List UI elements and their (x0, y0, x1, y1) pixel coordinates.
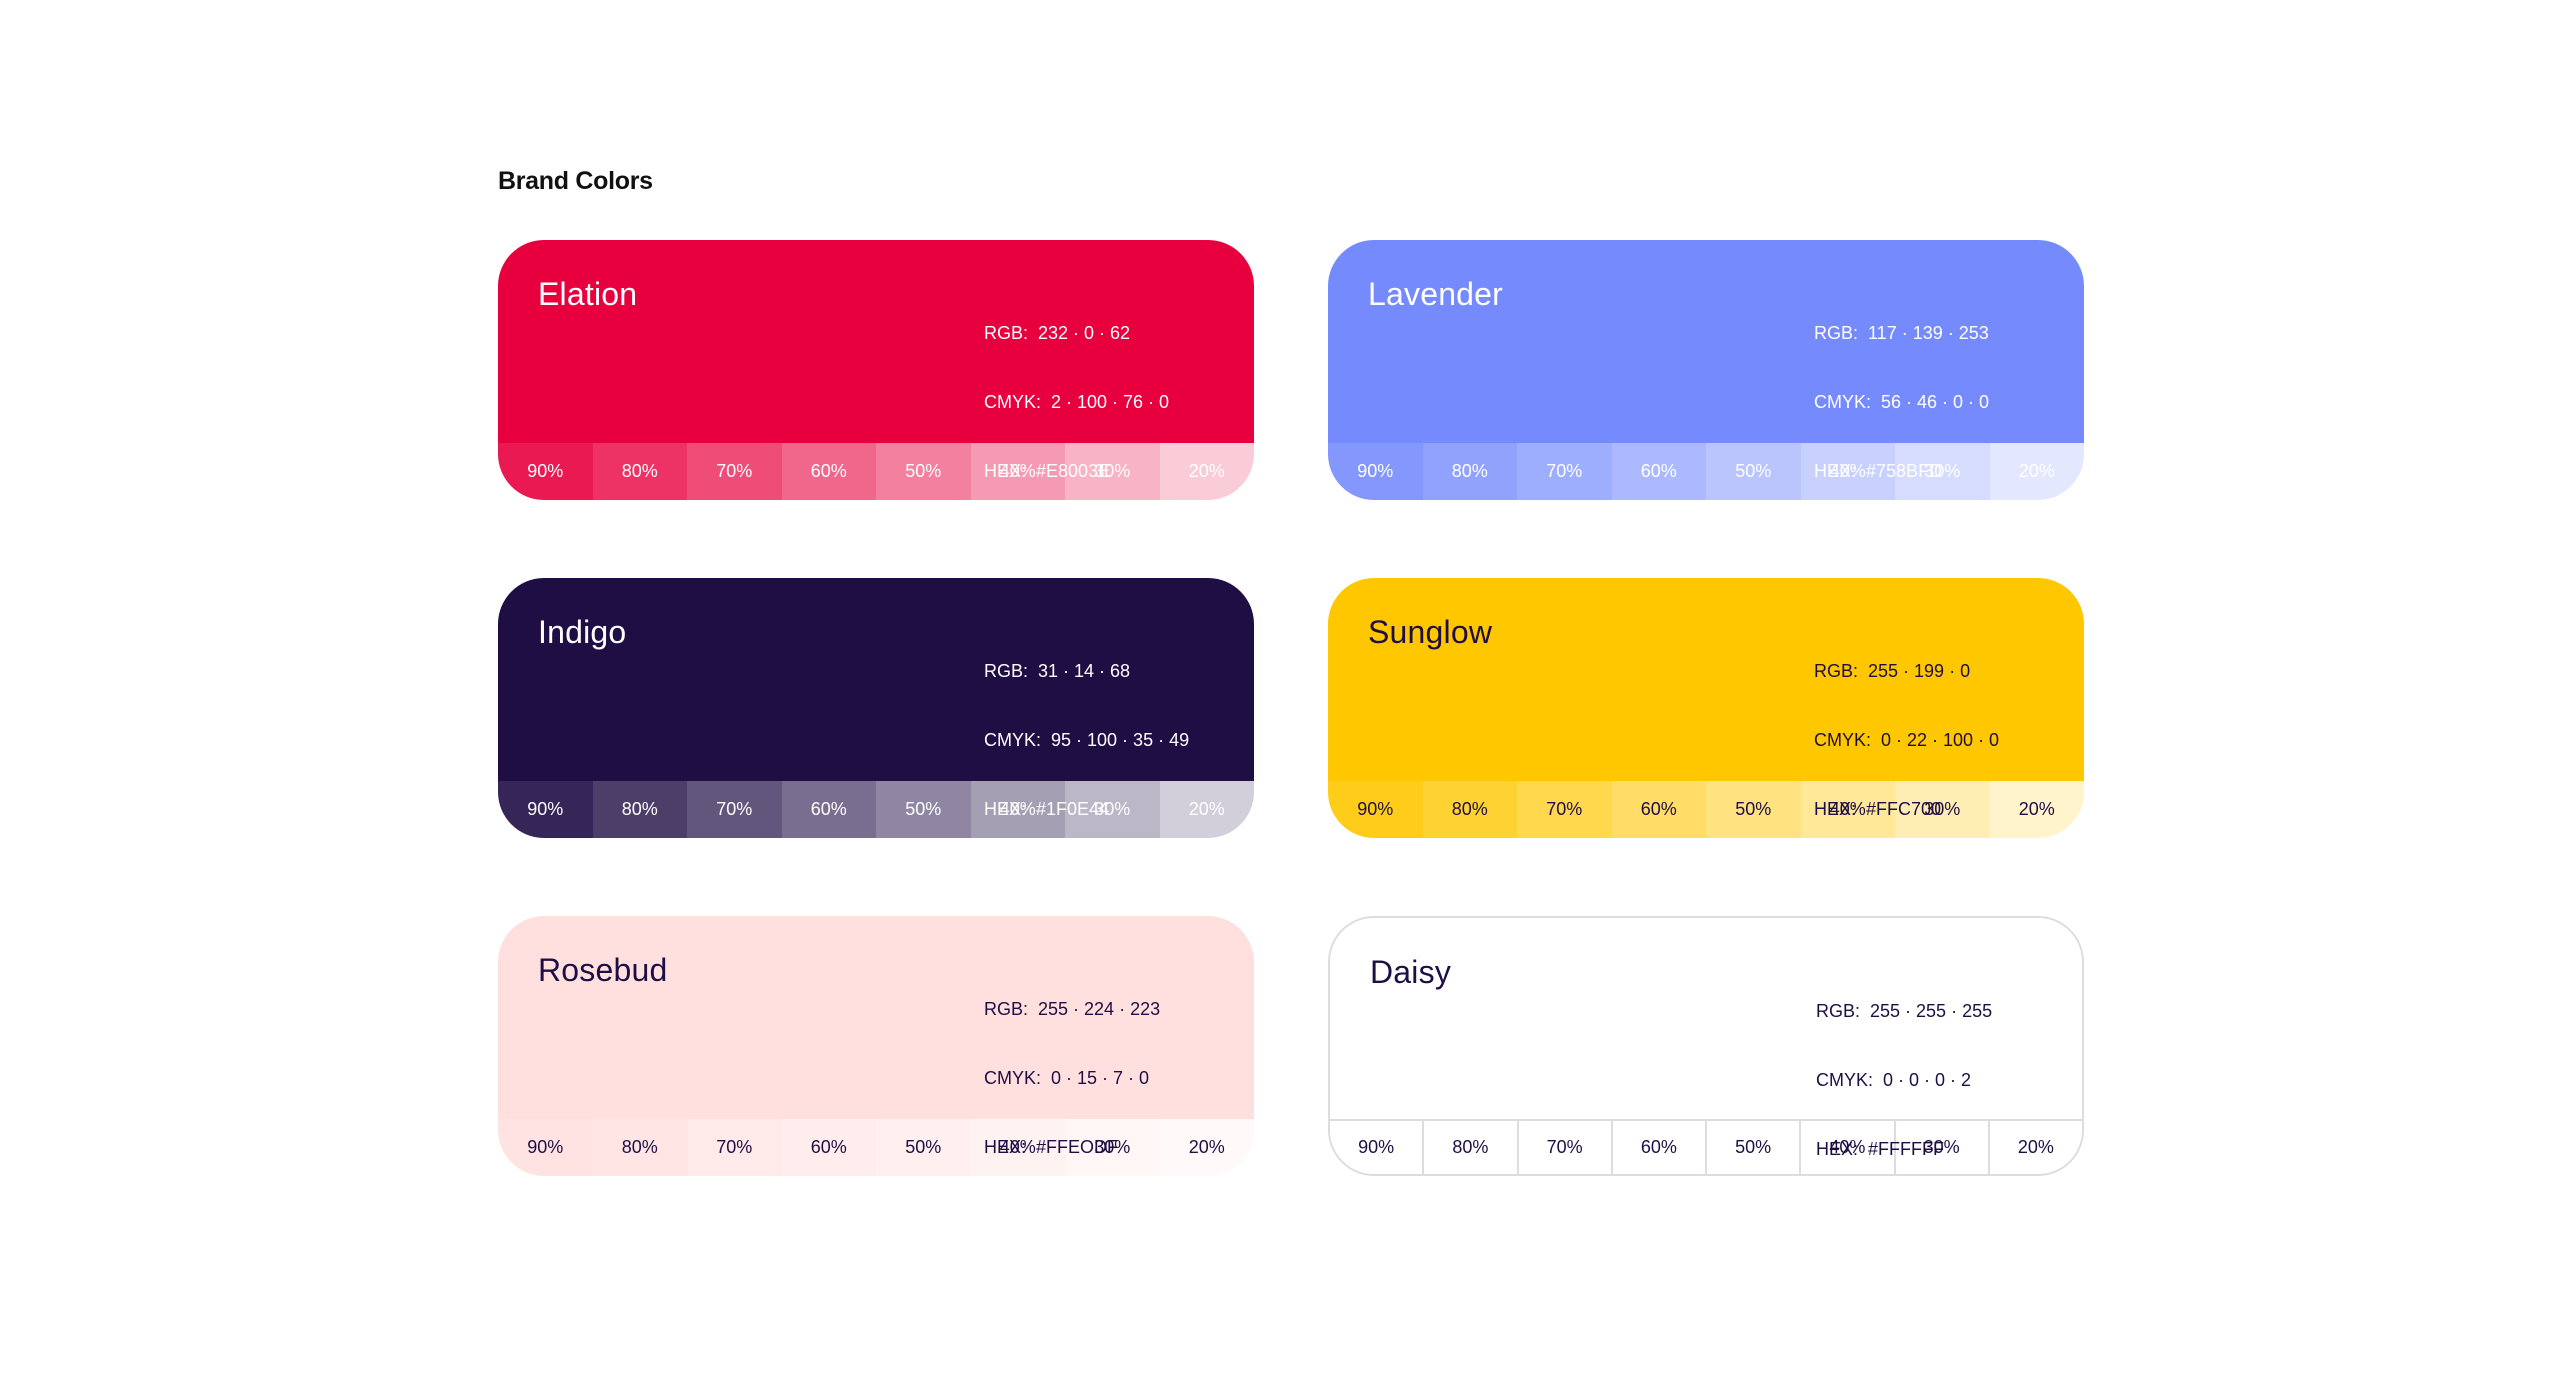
tint-row: 90% 80% 70% 60% 50% 40% 30% 20% (1328, 443, 2084, 500)
tint-row: 90% 80% 70% 60% 50% 40% 30% 20% (498, 1119, 1254, 1176)
color-name: Indigo (538, 614, 627, 650)
color-card: Daisy RGB: 255 · 255 · 255 CMYK: 0 · 0 ·… (1328, 916, 2084, 1176)
color-card-main-swatch: Indigo RGB: 31 · 14 · 68 CMYK: 95 · 100 … (498, 578, 1254, 819)
rgb-value: RGB: 255 · 224 · 223 (984, 999, 1161, 1019)
tint-row: 90% 80% 70% 60% 50% 40% 30% 20% (498, 781, 1254, 838)
color-name: Lavender (1368, 276, 1504, 312)
tint-swatch: 30% (1065, 781, 1160, 838)
tint-swatch: 70% (687, 781, 782, 838)
tint-swatch: 30% (1895, 443, 1990, 500)
color-card-main-swatch: Sunglow RGB: 255 · 199 · 0 CMYK: 0 · 22 … (1328, 578, 2084, 819)
cmyk-value: CMYK: 0 · 0 · 0 · 2 (1816, 1070, 1972, 1090)
page-title: Brand Colors (498, 167, 653, 195)
tint-swatch: 50% (1706, 781, 1801, 838)
tint-row: 90% 80% 70% 60% 50% 40% 30% 20% (1328, 781, 2084, 838)
hex-value: HEX: #FFEODF (984, 1137, 1119, 1157)
color-specs: RGB: 117 · 139 · 253 CMYK: 56 · 46 · 0 ·… (1814, 276, 1989, 500)
cmyk-value: CMYK: 56 · 46 · 0 · 0 (1814, 392, 1990, 412)
tint-swatch: 60% (781, 1119, 876, 1176)
tint-swatch: 80% (1422, 1121, 1517, 1174)
tint-swatch: 30% (1893, 1121, 1988, 1174)
tint-swatch: 30% (1065, 1119, 1160, 1176)
tint-swatch: 90% (1328, 781, 1423, 838)
tint-swatch: 30% (1065, 443, 1160, 500)
tint-swatch: 80% (1422, 781, 1517, 838)
color-card: Sunglow RGB: 255 · 199 · 0 CMYK: 0 · 22 … (1328, 578, 2084, 838)
tint-swatch: 70% (1517, 443, 1612, 500)
color-name: Elation (538, 276, 638, 312)
color-card: Rosebud RGB: 255 · 224 · 223 CMYK: 0 · 1… (498, 916, 1254, 1176)
tint-swatch: 60% (1611, 781, 1706, 838)
cmyk-value: CMYK: 0 · 15 · 7 · 0 (984, 1068, 1150, 1088)
color-card-main-swatch: Daisy RGB: 255 · 255 · 255 CMYK: 0 · 0 ·… (1330, 918, 2082, 1159)
tint-swatch: 40% (1800, 781, 1895, 838)
color-name: Daisy (1370, 954, 1452, 990)
tint-swatch: 80% (592, 443, 687, 500)
tint-swatch: 20% (1989, 781, 2084, 838)
tint-swatch: 80% (1422, 443, 1517, 500)
color-specs: RGB: 255 · 199 · 0 CMYK: 0 · 22 · 100 · … (1814, 614, 1999, 838)
tint-swatch: 60% (1610, 1121, 1705, 1174)
rgb-value: RGB: 117 · 139 · 253 (1814, 323, 1989, 343)
tint-swatch: 90% (498, 1119, 593, 1176)
tint-swatch: 60% (781, 443, 876, 500)
tint-swatch: 20% (1159, 443, 1254, 500)
tint-swatch: 90% (1330, 1121, 1423, 1174)
tint-swatch: 60% (781, 781, 876, 838)
color-card-main-swatch: Lavender RGB: 117 · 139 · 253 CMYK: 56 ·… (1328, 240, 2084, 481)
color-card-main-swatch: Elation RGB: 232 · 0 · 62 CMYK: 2 · 100 … (498, 240, 1254, 481)
tint-swatch: 70% (1516, 1121, 1611, 1174)
color-card-main-swatch: Rosebud RGB: 255 · 224 · 223 CMYK: 0 · 1… (498, 916, 1254, 1157)
tint-swatch: 20% (1989, 443, 2084, 500)
tint-row: 90% 80% 70% 60% 50% 40% 30% 20% (498, 443, 1254, 500)
tint-swatch: 40% (1800, 443, 1895, 500)
tint-swatch: 90% (498, 443, 593, 500)
tint-swatch: 20% (1987, 1121, 2082, 1174)
tint-swatch: 40% (970, 781, 1065, 838)
hex-value: HEX: #FFC700 (1814, 799, 1942, 819)
tint-swatch: 40% (970, 443, 1065, 500)
color-name: Rosebud (538, 952, 668, 988)
color-specs: RGB: 232 · 0 · 62 CMYK: 2 · 100 · 76 · 0… (984, 276, 1169, 500)
rgb-value: RGB: 232 · 0 · 62 (984, 323, 1131, 343)
tint-swatch: 90% (498, 781, 593, 838)
tint-swatch: 50% (1705, 1121, 1800, 1174)
tint-swatch: 70% (1517, 781, 1612, 838)
color-swatch-grid: Elation RGB: 232 · 0 · 62 CMYK: 2 · 100 … (498, 240, 2084, 1176)
tint-swatch: 40% (1799, 1121, 1894, 1174)
tint-swatch: 80% (592, 1119, 687, 1176)
tint-swatch: 20% (1159, 1119, 1254, 1176)
tint-swatch: 30% (1895, 781, 1990, 838)
tint-swatch: 70% (687, 443, 782, 500)
rgb-value: RGB: 31 · 14 · 68 (984, 661, 1131, 681)
tint-swatch: 90% (1328, 443, 1423, 500)
hex-value: HEX: #E8003E (984, 461, 1111, 481)
tint-swatch: 40% (970, 1119, 1065, 1176)
color-specs: RGB: 255 · 224 · 223 CMYK: 0 · 15 · 7 · … (984, 952, 1160, 1176)
tint-swatch: 50% (876, 1119, 971, 1176)
tint-swatch: 80% (592, 781, 687, 838)
color-name: Sunglow (1368, 614, 1493, 650)
tint-swatch: 50% (876, 781, 971, 838)
cmyk-value: CMYK: 95 · 100 · 35 · 49 (984, 730, 1190, 750)
hex-value: HEX: #758BFD (1814, 461, 1943, 481)
cmyk-value: CMYK: 2 · 100 · 76 · 0 (984, 392, 1170, 412)
cmyk-value: CMYK: 0 · 22 · 100 · 0 (1814, 730, 2000, 750)
color-card: Lavender RGB: 117 · 139 · 253 CMYK: 56 ·… (1328, 240, 2084, 500)
tint-swatch: 50% (1706, 443, 1801, 500)
color-card: Indigo RGB: 31 · 14 · 68 CMYK: 95 · 100 … (498, 578, 1254, 838)
hex-value: HEX: #1F0E44 (984, 799, 1110, 819)
tint-swatch: 70% (687, 1119, 782, 1176)
tint-swatch: 50% (876, 443, 971, 500)
hex-value: HEX: #FFFFFF (1816, 1139, 1944, 1159)
color-specs: RGB: 31 · 14 · 68 CMYK: 95 · 100 · 35 · … (984, 614, 1189, 838)
color-specs: RGB: 255 · 255 · 255 CMYK: 0 · 0 · 0 · 2… (1816, 954, 1993, 1174)
tint-swatch: 60% (1611, 443, 1706, 500)
rgb-value: RGB: 255 · 199 · 0 (1814, 661, 1971, 681)
color-card: Elation RGB: 232 · 0 · 62 CMYK: 2 · 100 … (498, 240, 1254, 500)
rgb-value: RGB: 255 · 255 · 255 (1816, 1001, 1993, 1021)
